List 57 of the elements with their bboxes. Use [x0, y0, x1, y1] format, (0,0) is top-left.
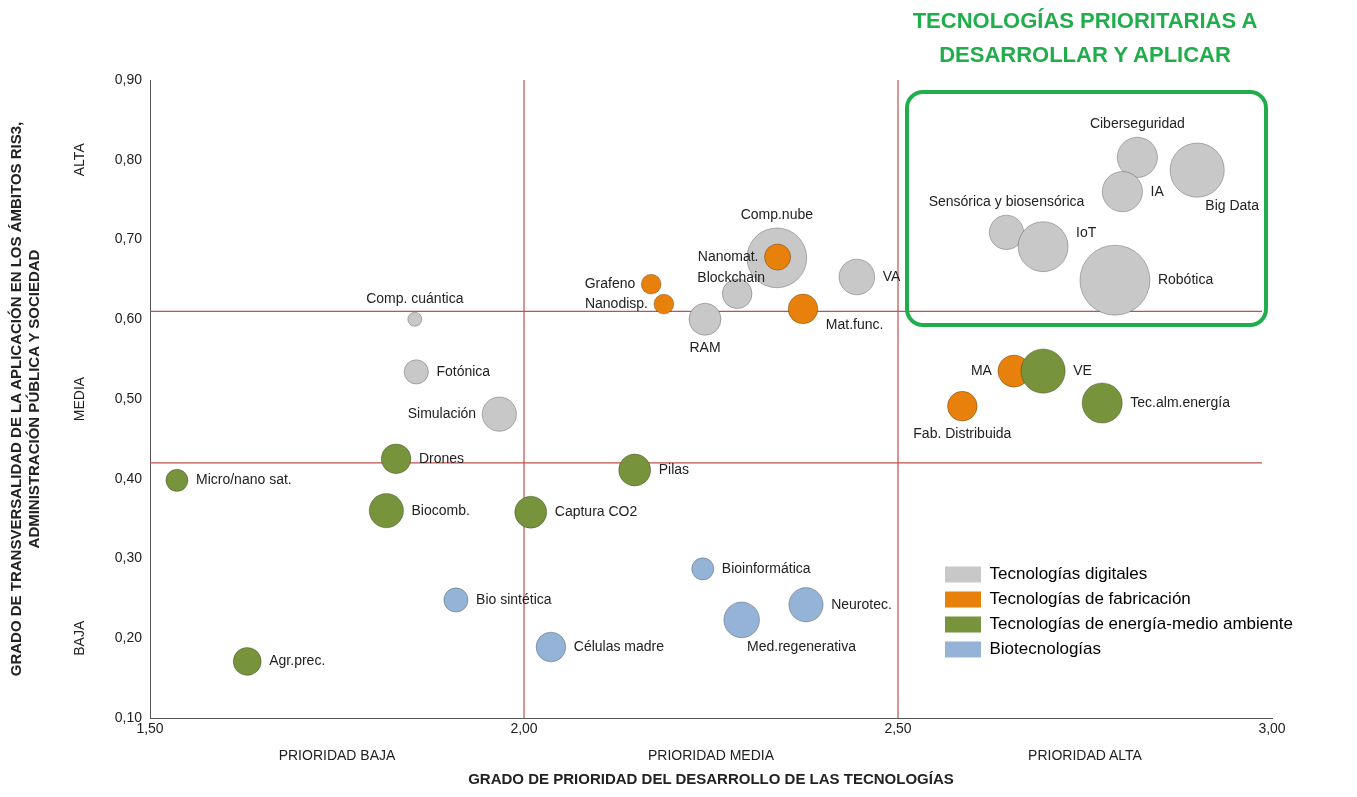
data-label: Agr.prec. [269, 652, 326, 669]
legend-label: Tecnologías digitales [989, 564, 1148, 584]
text: ALTA [70, 142, 87, 177]
x-tick-label: 2,50 [884, 720, 912, 737]
data-label: Comp. cuántica [366, 290, 464, 307]
data-label: Mat.func. [825, 315, 884, 332]
data-label: Fotónica [436, 362, 491, 379]
legend-label: Biotecnologías [989, 639, 1102, 659]
y-tick-label: 0,90 [114, 70, 143, 87]
text: TECNOLOGÍAS PRIORITARIAS A DESARROLLAR Y APLICAR [912, 8, 1258, 68]
text: PRIORIDAD BAJA [278, 746, 396, 763]
x-tick-label: 3,00 [1258, 720, 1286, 737]
x-tick-label: 2,00 [510, 720, 538, 737]
data-label: Sensórica y biosensórica [928, 193, 1085, 210]
data-label: MA [970, 361, 993, 378]
text: PRIORIDAD ALTA [1028, 746, 1143, 763]
y-tick-label: 0,40 [114, 469, 143, 486]
data-label: Células madre [573, 637, 665, 654]
data-label: Nanodisp. [584, 294, 648, 311]
data-label: Neurotec. [831, 595, 892, 612]
legend-label: Tecnologías de energía-medio ambiente [989, 614, 1293, 634]
data-label: Tec.alm.energía [1130, 393, 1231, 410]
legend-label: Tecnologías de fabricación [989, 589, 1191, 609]
text: MEDIA [70, 376, 87, 422]
y-tick-label: 0,60 [114, 310, 143, 327]
data-label: Simulación [407, 405, 477, 422]
data-label: Captura CO2 [554, 503, 638, 520]
y-axis-title: GRADO DE TRANSVERSALIDAD DE LA APLICACIÓN EN LOS ÁMBITOS RIS3, ADMINISTRACIÓN PÚBLICA Y SOCIEDAD [7, 121, 43, 677]
data-label: Drones [418, 449, 465, 466]
y-tick-label: 0,20 [114, 629, 143, 646]
y-tick-label: 0,70 [114, 230, 143, 247]
data-label: IA [1150, 182, 1165, 199]
y-tick-label: 0,80 [114, 150, 143, 167]
data-label: Grafeno [584, 275, 636, 292]
data-label: Robótica [1157, 271, 1214, 288]
y-tick-label: 0,10 [114, 708, 143, 725]
data-label: Blockchain [697, 268, 766, 285]
data-label: Biocomb. [411, 501, 470, 518]
data-label: Bio sintética [476, 590, 552, 607]
data-label: VA [882, 267, 902, 284]
data-label: VE [1073, 361, 1092, 378]
data-label: Comp.nube [740, 205, 814, 222]
data-label: IoT [1076, 223, 1097, 240]
text: BAJA [70, 620, 87, 656]
data-label: Med.regenerativa [747, 637, 857, 654]
text: PRIORIDAD MEDIA [647, 746, 775, 763]
data-label: Micro/nano sat. [196, 471, 292, 488]
data-label: Pilas [658, 460, 690, 477]
x-axis-title: GRADO DE PRIORIDAD DEL DESARROLLO DE LAS TECNOLOGÍAS [468, 770, 954, 788]
data-label: Nanomat. [697, 247, 759, 264]
data-label: Bioinformática [721, 559, 811, 576]
data-label: RAM [689, 339, 721, 356]
y-tick-label: 0,30 [114, 549, 143, 566]
y-tick-label: 0,50 [114, 389, 143, 406]
data-label: Fab. Distribuida [913, 424, 1012, 441]
data-label: Big Data [1205, 197, 1260, 214]
data-label: Ciberseguridad [1089, 115, 1185, 132]
